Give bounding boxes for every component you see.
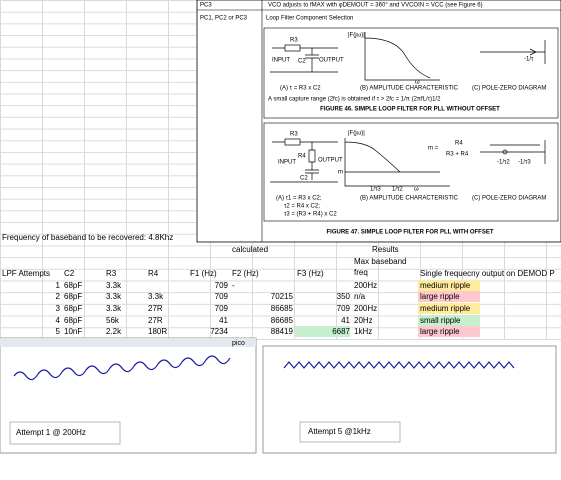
label: C2 — [300, 176, 308, 182]
label: 1/τ3 — [370, 187, 381, 193]
label: m — [338, 170, 343, 176]
cell: R4 — [148, 269, 159, 278]
cell: large ripple — [418, 326, 480, 338]
label: -1/τ3 — [518, 160, 531, 166]
label: A small capture range (2fc) is obtained … — [268, 97, 441, 103]
label: |F(jω)| — [348, 131, 365, 137]
label: OUTPUT — [318, 158, 343, 164]
cell: C2 — [64, 269, 75, 278]
label: (A) τ = R3 x C2 — [280, 86, 321, 92]
cell: 3.3k — [148, 292, 164, 302]
label: R3 — [290, 38, 298, 44]
cell: 709 — [214, 280, 228, 290]
cell: LPF Attempts — [2, 269, 51, 278]
cell: 68pF — [64, 280, 83, 290]
cell: calculated — [232, 245, 269, 254]
cell: 41 — [219, 315, 228, 325]
cell: medium ripple — [418, 279, 480, 291]
cell: 27R — [148, 315, 163, 325]
cell: 41 — [341, 315, 350, 325]
cell: n/a — [354, 292, 366, 302]
cell: 350 — [336, 292, 350, 302]
label: OUTPUT — [319, 58, 344, 64]
cell: Max baseband freq — [354, 257, 407, 277]
cell: 4 — [55, 315, 60, 325]
cell: F3 (Hz) — [297, 269, 324, 278]
label: R4 — [298, 154, 306, 160]
label: INPUT — [278, 160, 296, 166]
label: 1/τ2 — [392, 187, 403, 193]
cell: 709 — [336, 303, 350, 313]
label: m = — [428, 146, 439, 152]
cell: F1 (Hz) — [190, 269, 217, 278]
cell: 68pF — [64, 303, 83, 313]
cell: 1kHz — [354, 327, 373, 337]
cell: - — [232, 280, 235, 290]
label: (A) τ1 = R3 x C2; — [276, 196, 322, 202]
cell: 68pF — [64, 292, 83, 302]
cell: 3.3k — [106, 292, 122, 302]
cell: 3.3k — [106, 280, 122, 290]
label: R4 — [455, 141, 463, 147]
cell: 200Hz — [354, 303, 378, 313]
label: τ3 = (R3 + R4) x C2 — [284, 212, 337, 218]
label: R3 — [290, 132, 298, 138]
label: |F(jω)| — [348, 33, 365, 39]
cell: small ripple — [418, 314, 480, 326]
cell: 70215 — [270, 292, 293, 302]
label: -1/τ2 — [497, 160, 510, 166]
cell: Results — [372, 245, 399, 254]
datasheet — [196, 0, 561, 243]
cell: 5 — [55, 327, 60, 337]
cell-text: VCO adjusts to fMAX with φDEMOUT = 360° … — [268, 3, 483, 9]
cell: 27R — [148, 303, 163, 313]
label: τ2 = R4 x C2; — [284, 204, 320, 210]
cell: 709 — [214, 303, 228, 313]
cell: 200Hz — [354, 280, 378, 290]
cell: 6687 — [295, 326, 350, 338]
label: R3 + R4 — [446, 152, 469, 158]
label: ω — [415, 80, 420, 86]
brand: pico — [232, 340, 245, 347]
cell: 2.2k — [106, 327, 122, 337]
caption: FIGURE 46. SIMPLE LOOP FILTER FOR PLL WI… — [320, 107, 500, 113]
note: Frequency of baseband to be recovered: 4… — [2, 233, 174, 242]
cell-text: PC1, PC2 or PC3 — [200, 16, 248, 22]
cell: 1 — [55, 280, 60, 290]
cell: 180R — [148, 327, 168, 337]
caption: FIGURE 47. SIMPLE LOOP FILTER FOR PLL WI… — [326, 230, 493, 236]
label: -1/τ — [524, 57, 534, 63]
label: (B) AMPLITUDE CHARACTERISTIC — [360, 196, 459, 202]
cell: 3 — [55, 303, 60, 313]
cell: 3.3k — [106, 303, 122, 313]
cell: 88419 — [270, 327, 293, 337]
cell: 86685 — [270, 303, 293, 313]
label: (C) POLE-ZERO DIAGRAM — [472, 86, 546, 92]
label: (C) POLE-ZERO DIAGRAM — [472, 196, 546, 202]
cell: 10nF — [64, 327, 83, 337]
label: ω — [414, 187, 419, 193]
scope-caption: Attempt 1 @ 200Hz — [16, 428, 86, 437]
label: INPUT — [272, 58, 290, 64]
cell: 86685 — [270, 315, 293, 325]
cell: R3 — [106, 269, 117, 278]
cell: 20Hz — [354, 315, 373, 325]
cell: Single frequecny output on DEMOD P — [420, 269, 555, 278]
label: (B) AMPLITUDE CHARACTERISTIC — [360, 86, 459, 92]
cell: 56k — [106, 315, 119, 325]
cell-text: Loop Filter Component Selection — [266, 16, 353, 22]
scope-caption: Attempt 5 @1kHz — [308, 427, 371, 436]
cell: F2 (Hz) — [232, 269, 259, 278]
label: C2 — [298, 59, 306, 65]
cell: large ripple — [418, 291, 480, 303]
cell-text: PC3 — [200, 3, 212, 9]
cell: medium ripple — [418, 302, 480, 314]
cell: 709 — [214, 292, 228, 302]
cell: 68pF — [64, 315, 83, 325]
cell: 2 — [55, 292, 60, 302]
cell: 7234 — [210, 327, 228, 337]
